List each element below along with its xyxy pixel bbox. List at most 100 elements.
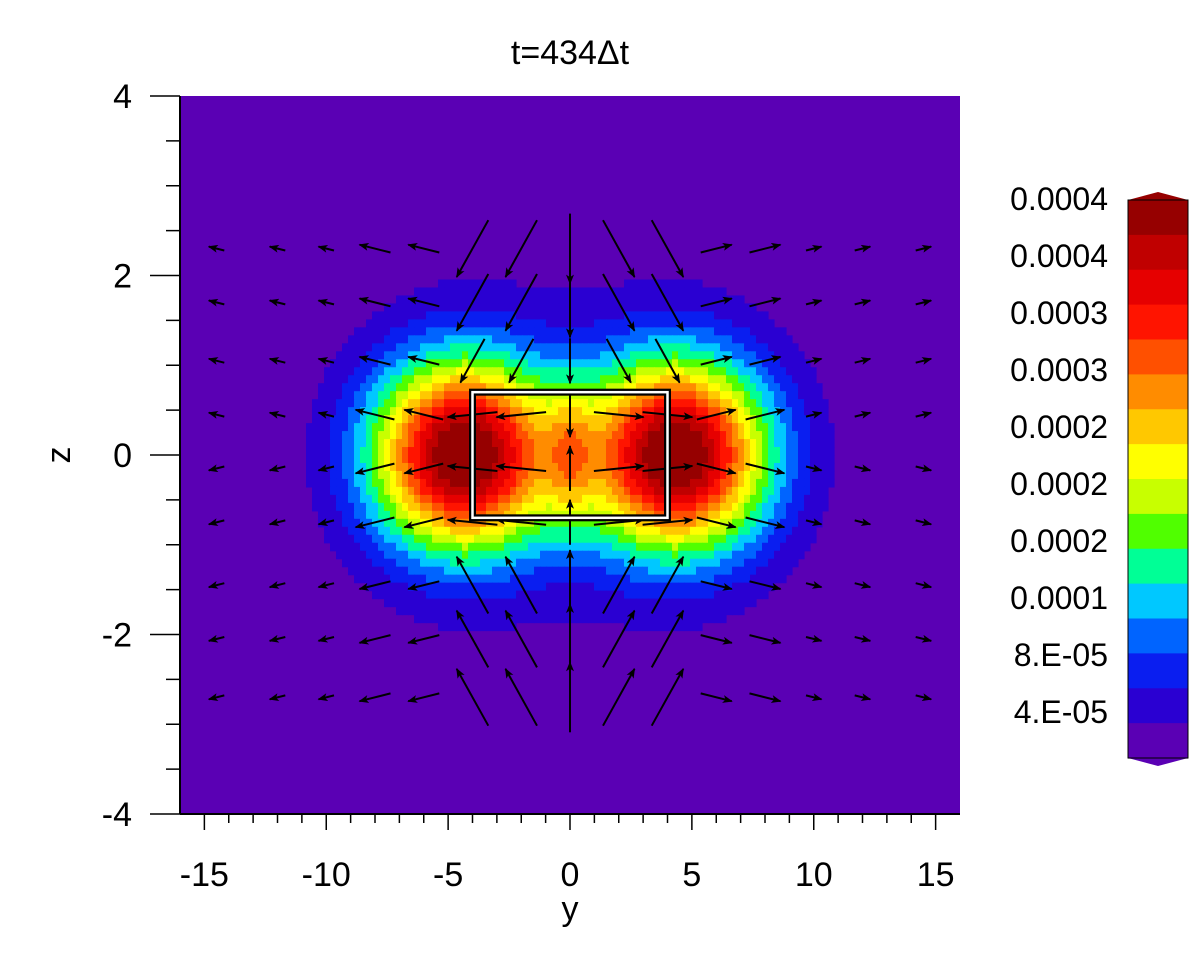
field-cell	[486, 343, 493, 352]
field-cell	[408, 423, 415, 432]
field-cell	[510, 502, 517, 512]
field-cell	[516, 319, 523, 328]
field-cell	[702, 494, 709, 504]
field-cell	[696, 295, 703, 305]
vector-arrow	[354, 462, 395, 475]
field-cell	[426, 598, 433, 608]
field-cell	[426, 415, 433, 424]
field-cell	[390, 526, 397, 536]
field-cell	[786, 391, 793, 400]
field-cell	[558, 558, 565, 568]
field-cell	[702, 383, 709, 392]
field-cell	[636, 295, 643, 305]
field-cell	[534, 478, 541, 488]
field-cell	[444, 279, 451, 289]
field-cell	[432, 319, 439, 328]
field-cell	[420, 598, 427, 608]
field-cell	[450, 574, 457, 584]
field-cell	[450, 622, 457, 632]
field-cell	[708, 598, 715, 608]
field-cell	[498, 399, 505, 408]
field-cell	[732, 303, 739, 312]
field-cell	[498, 327, 505, 336]
field-cell	[780, 542, 787, 552]
field-cell	[528, 439, 535, 448]
field-cell	[756, 407, 763, 416]
field-cell	[384, 510, 391, 520]
field-cell	[444, 319, 451, 328]
field-cell	[726, 375, 733, 384]
vector-arrow	[805, 411, 823, 419]
field-cell	[588, 343, 595, 352]
field-cell	[708, 295, 715, 305]
field-cell	[546, 335, 553, 344]
field-cell	[528, 399, 535, 408]
field-cell	[642, 431, 649, 440]
field-cell	[792, 462, 799, 472]
field-cell	[738, 590, 745, 600]
field-cell	[714, 383, 721, 392]
field-cell	[378, 407, 385, 416]
field-cell	[606, 415, 613, 424]
field-cell	[582, 455, 589, 464]
colorbar-label: 0.0001	[1010, 580, 1108, 616]
field-cell	[786, 550, 793, 560]
field-cell	[540, 383, 547, 392]
field-cell	[456, 311, 463, 320]
field-cell	[534, 582, 541, 592]
field-cell	[336, 494, 343, 504]
field-cell	[684, 582, 691, 592]
field-cell	[816, 470, 823, 480]
field-cell	[732, 359, 739, 368]
field-cell	[564, 399, 571, 408]
field-cell	[552, 574, 559, 584]
field-cell	[540, 486, 547, 496]
field-cell	[606, 462, 613, 472]
field-cell	[444, 455, 451, 464]
field-cell	[384, 375, 391, 384]
field-cell	[630, 447, 637, 456]
field-cell	[408, 470, 415, 480]
field-cell	[816, 510, 823, 520]
field-cell	[690, 431, 697, 440]
field-cell	[540, 447, 547, 456]
field-cell	[618, 502, 625, 512]
field-cell	[762, 542, 769, 552]
field-cell	[726, 367, 733, 376]
field-cell	[330, 431, 337, 440]
field-cell	[732, 598, 739, 608]
field-cell	[492, 423, 499, 432]
field-cell	[648, 462, 655, 472]
field-cell	[486, 399, 493, 408]
vector-arrow	[749, 355, 782, 366]
field-cell	[558, 566, 565, 576]
field-cell	[516, 327, 523, 336]
field-cell	[744, 303, 751, 312]
field-cell	[444, 582, 451, 592]
field-cell	[648, 287, 655, 297]
field-cell	[348, 478, 355, 488]
vector-arrow	[407, 355, 440, 366]
field-cell	[528, 295, 535, 305]
field-cell	[600, 558, 607, 568]
field-cell	[414, 399, 421, 408]
field-cell	[636, 582, 643, 592]
field-cell	[750, 455, 757, 464]
field-cell	[438, 287, 445, 297]
field-cell	[444, 494, 451, 504]
field-cell	[588, 470, 595, 480]
field-cell	[684, 455, 691, 464]
field-cell	[636, 335, 643, 344]
field-cell	[660, 614, 667, 624]
field-cell	[690, 383, 697, 392]
field-cell	[702, 327, 709, 336]
field-cell	[744, 502, 751, 512]
field-cell	[444, 542, 451, 552]
field-cell	[582, 590, 589, 600]
field-cell	[678, 566, 685, 576]
field-cell	[420, 391, 427, 400]
field-cell	[552, 606, 559, 616]
field-cell	[684, 526, 691, 536]
field-cell	[588, 335, 595, 344]
field-cell	[726, 423, 733, 432]
